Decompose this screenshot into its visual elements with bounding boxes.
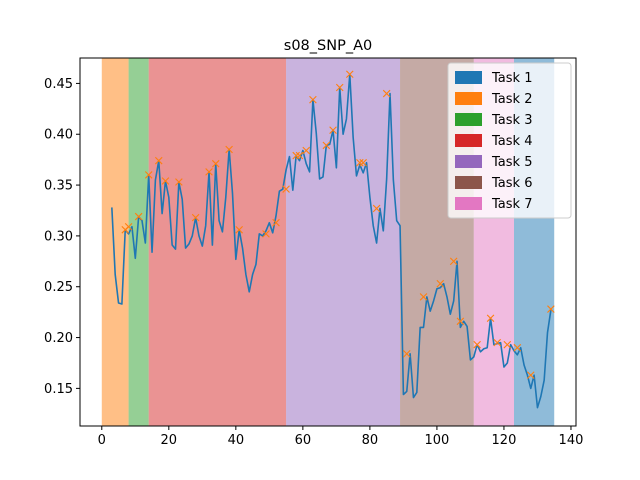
peak-marker [282, 185, 290, 193]
peak-marker [124, 222, 133, 231]
y-tick-label: 0.20 [44, 331, 73, 346]
band-task-4 [148, 58, 287, 426]
peak-marker [449, 257, 458, 266]
peak-markers [121, 70, 555, 379]
peak-marker [335, 83, 344, 92]
peak-marker [295, 151, 304, 160]
peak-marker [419, 293, 428, 301]
chart-title: s08_SNP_A0 [284, 38, 372, 54]
plot-frame [79, 57, 577, 427]
peak-marker [372, 204, 381, 213]
x-tick-label: 80 [362, 433, 379, 448]
y-tick-label: 0.45 [44, 77, 73, 92]
legend-swatch [455, 134, 482, 147]
peak-marker [456, 317, 465, 326]
peak-marker [526, 371, 535, 379]
legend-label: Task 3 [491, 113, 532, 128]
y-tick-label: 0.35 [44, 179, 73, 194]
x-tick-label: 20 [161, 433, 178, 448]
legend-label: Task 7 [491, 197, 532, 212]
peak-marker [486, 314, 495, 323]
peak-marker [503, 340, 512, 349]
peak-marker [235, 226, 243, 234]
x-tick-label: 60 [295, 433, 312, 448]
legend-swatch [455, 176, 482, 189]
peak-marker [513, 343, 522, 352]
legend-label: Task 5 [491, 155, 532, 170]
peak-marker [547, 305, 555, 313]
x-tick-label: 0 [98, 433, 106, 448]
legend-label: Task 1 [491, 71, 532, 86]
x-tick-label: 140 [559, 433, 584, 448]
y-tick-label: 0.15 [44, 382, 73, 397]
band-task-5 [286, 58, 401, 426]
peak-marker [144, 171, 153, 179]
peak-marker [211, 159, 220, 168]
peak-marker [309, 95, 317, 104]
legend-label: Task 6 [491, 176, 532, 191]
peak-marker [345, 70, 354, 79]
peak-marker [205, 168, 213, 176]
peak-marker [262, 230, 270, 238]
peak-marker [272, 218, 280, 227]
peak-marker [493, 338, 502, 347]
x-tick-label: 40 [228, 433, 245, 448]
peak-marker [382, 89, 391, 98]
x-tick-label: 100 [425, 433, 450, 448]
peak-marker [322, 141, 331, 150]
peak-marker [175, 178, 183, 186]
legend-swatch [455, 113, 482, 126]
peak-marker [161, 177, 170, 185]
y-tick-label: 0.40 [44, 128, 73, 143]
y-tick-label: 0.25 [44, 280, 73, 295]
peak-marker [302, 146, 311, 155]
peak-marker [292, 151, 300, 160]
legend-swatch [455, 155, 482, 168]
peak-marker [134, 212, 143, 221]
x-axis: 0 20 40 60 80 100 120 140 [98, 426, 584, 448]
y-axis: 0.15 0.20 0.25 0.30 0.35 0.40 0.45 [44, 77, 80, 397]
legend-swatch [455, 92, 482, 105]
peak-marker [225, 145, 233, 154]
legend-swatch [455, 71, 482, 84]
peak-marker [436, 279, 445, 288]
legend: Task 1 Task 2 Task 3 Task 4 Task 5 Task 6 Task… [447, 62, 572, 219]
peak-marker [473, 340, 481, 349]
peak-marker [329, 126, 337, 134]
legend-swatch [455, 197, 482, 210]
peak-marker [154, 156, 163, 165]
peak-marker [356, 158, 364, 167]
peak-marker [402, 350, 411, 358]
band-task-3 [128, 58, 149, 426]
peak-marker [359, 158, 367, 167]
legend-label: Task 4 [491, 134, 532, 149]
legend-label: Task 2 [491, 92, 532, 107]
peak-marker [191, 213, 200, 222]
y-tick-label: 0.30 [44, 229, 73, 244]
x-tick-label: 120 [492, 433, 517, 448]
